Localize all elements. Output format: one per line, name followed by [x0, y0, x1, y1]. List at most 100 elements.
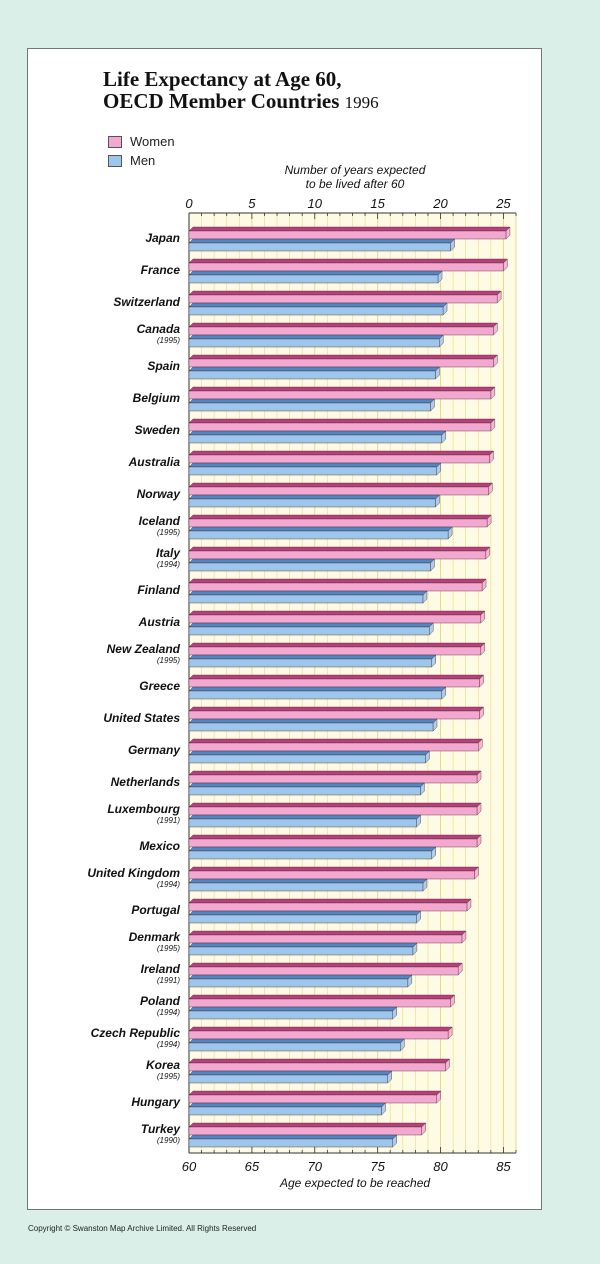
legend-label-men: Men: [130, 153, 156, 168]
bar-men: [188, 722, 434, 732]
bar-men: [188, 402, 431, 412]
bar-women-top: [188, 226, 511, 232]
bar-women-top: [188, 482, 493, 488]
bar-women-top: [188, 898, 472, 904]
bar-women: [188, 390, 492, 400]
bar-women-top: [188, 514, 492, 520]
legend-swatch-men: [108, 154, 122, 167]
country-label: Czech Republic: [91, 1026, 181, 1040]
bar-women-top: [188, 1122, 427, 1128]
bar-women-top: [188, 386, 496, 392]
top-tick-label: 5: [248, 196, 256, 211]
bar-women: [188, 1062, 446, 1072]
country-label: Belgium: [133, 391, 181, 405]
bar-women: [188, 294, 498, 304]
bar-men-top: [188, 430, 447, 436]
bar-women: [188, 966, 459, 976]
bottom-tick-label: 65: [245, 1159, 260, 1174]
bar-men: [188, 1138, 393, 1148]
bar-men: [188, 1042, 401, 1052]
bar-men: [188, 786, 421, 796]
country-label: Austria: [138, 615, 181, 629]
bar-women: [188, 806, 478, 816]
bar-men-top: [188, 398, 435, 404]
bar-men: [188, 242, 451, 252]
country-label: New Zealand: [107, 642, 181, 656]
bar-men-top: [188, 270, 443, 276]
top-tick-label: 25: [495, 196, 511, 211]
country-label: Turkey: [141, 1122, 181, 1136]
bar-men: [188, 434, 442, 444]
bar-women: [188, 582, 483, 592]
title-line-2: OECD Member Countries 1996: [103, 90, 523, 114]
bar-men-top: [188, 942, 418, 948]
bar-women: [188, 518, 488, 528]
country-note: (1994): [157, 1008, 180, 1017]
bar-men: [188, 562, 431, 572]
country-label: Denmark: [129, 930, 182, 944]
bar-men: [188, 306, 444, 316]
bar-men-top: [188, 718, 438, 724]
bar-women-top: [188, 1026, 453, 1032]
bar-men: [188, 594, 424, 604]
bar-women: [188, 646, 481, 656]
bar-women: [188, 326, 494, 336]
bar-women-top: [188, 930, 467, 936]
bar-women-top: [188, 994, 456, 1000]
bar-women-top: [188, 322, 498, 328]
bar-men: [188, 946, 414, 956]
bar-women-top: [188, 674, 485, 680]
bar-men: [188, 850, 432, 860]
country-label: Portugal: [131, 903, 180, 917]
bar-men: [188, 690, 442, 700]
legend-label-women: Women: [130, 134, 175, 149]
bar-men-top: [188, 782, 425, 788]
country-label: Greece: [139, 679, 180, 693]
bar-women-top: [188, 354, 498, 360]
bottom-axis-label: Age expected to be reached: [279, 1176, 431, 1190]
bar-women: [188, 1094, 437, 1104]
bottom-tick-label: 70: [308, 1159, 323, 1174]
bar-men: [188, 882, 424, 892]
bottom-tick-label: 85: [496, 1159, 511, 1174]
bar-men: [188, 658, 432, 668]
bar-men-top: [188, 590, 428, 596]
country-note: (1994): [157, 560, 180, 569]
top-axis-label-line-1: Number of years expected: [284, 163, 426, 177]
bar-men-top: [188, 1102, 386, 1108]
chart-title: Life Expectancy at Age 60, OECD Member C…: [103, 68, 523, 114]
country-label: Poland: [140, 994, 181, 1008]
country-label: Hungary: [131, 1095, 181, 1109]
country-note: (1991): [157, 816, 180, 825]
bar-men-top: [188, 1070, 393, 1076]
bar-women-top: [188, 578, 487, 584]
country-note: (1995): [157, 944, 180, 953]
bar-men: [188, 530, 449, 540]
bar-men-top: [188, 526, 453, 532]
bar-women: [188, 550, 487, 560]
country-label: Japan: [145, 231, 180, 245]
bar-women: [188, 1030, 449, 1040]
country-label: Sweden: [135, 423, 180, 437]
country-label: Finland: [137, 583, 180, 597]
bar-men-top: [188, 878, 428, 884]
top-tick-label: 10: [308, 196, 323, 211]
bar-women: [188, 486, 489, 496]
bar-men: [188, 274, 439, 284]
country-note: (1995): [157, 336, 180, 345]
bar-women-top: [188, 962, 463, 968]
title-line-1: Life Expectancy at Age 60,: [103, 67, 342, 91]
country-note: (1991): [157, 976, 180, 985]
bar-men: [188, 1010, 393, 1020]
country-label: Iceland: [139, 514, 181, 528]
bar-men-top: [188, 462, 442, 468]
title-line-2-text: OECD Member Countries: [103, 89, 340, 113]
bar-men: [188, 1074, 388, 1084]
bottom-tick-label: 60: [182, 1159, 197, 1174]
bar-women: [188, 774, 478, 784]
country-label: Norway: [137, 487, 182, 501]
bar-men-top: [188, 846, 437, 852]
bar-men-top: [188, 622, 434, 628]
bar-women-top: [188, 706, 485, 712]
